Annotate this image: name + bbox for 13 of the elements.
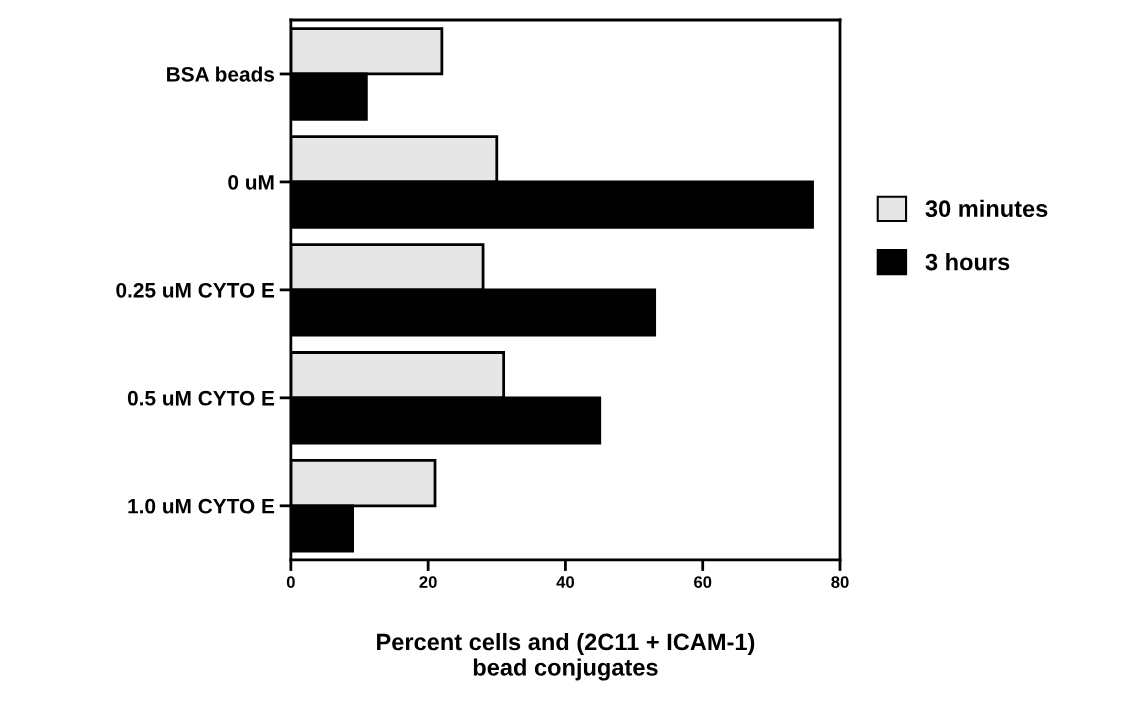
x-tick-label: 60 xyxy=(694,576,712,588)
legend-label: 3 hours xyxy=(925,253,1010,271)
x-tick-label: 20 xyxy=(419,576,437,588)
y-tick-label: BSA beads xyxy=(167,66,275,82)
y-tick-label: 0 uM xyxy=(228,174,274,190)
x-tick-label: 0 xyxy=(286,576,295,588)
y-tick-label: 1.0 uM CYTO E xyxy=(128,498,275,514)
x-tick-label: 40 xyxy=(556,576,575,588)
legend-label: 30 minutes xyxy=(925,199,1048,218)
y-tick-label: 0.5 uM CYTO E xyxy=(127,390,275,406)
x-tick-label: 80 xyxy=(831,576,849,588)
y-tick-label: 0.25 uM CYTO E xyxy=(116,282,275,298)
x-axis-title: Percent cells and (2C11 + ICAM-1) bead conjugates xyxy=(377,632,755,681)
